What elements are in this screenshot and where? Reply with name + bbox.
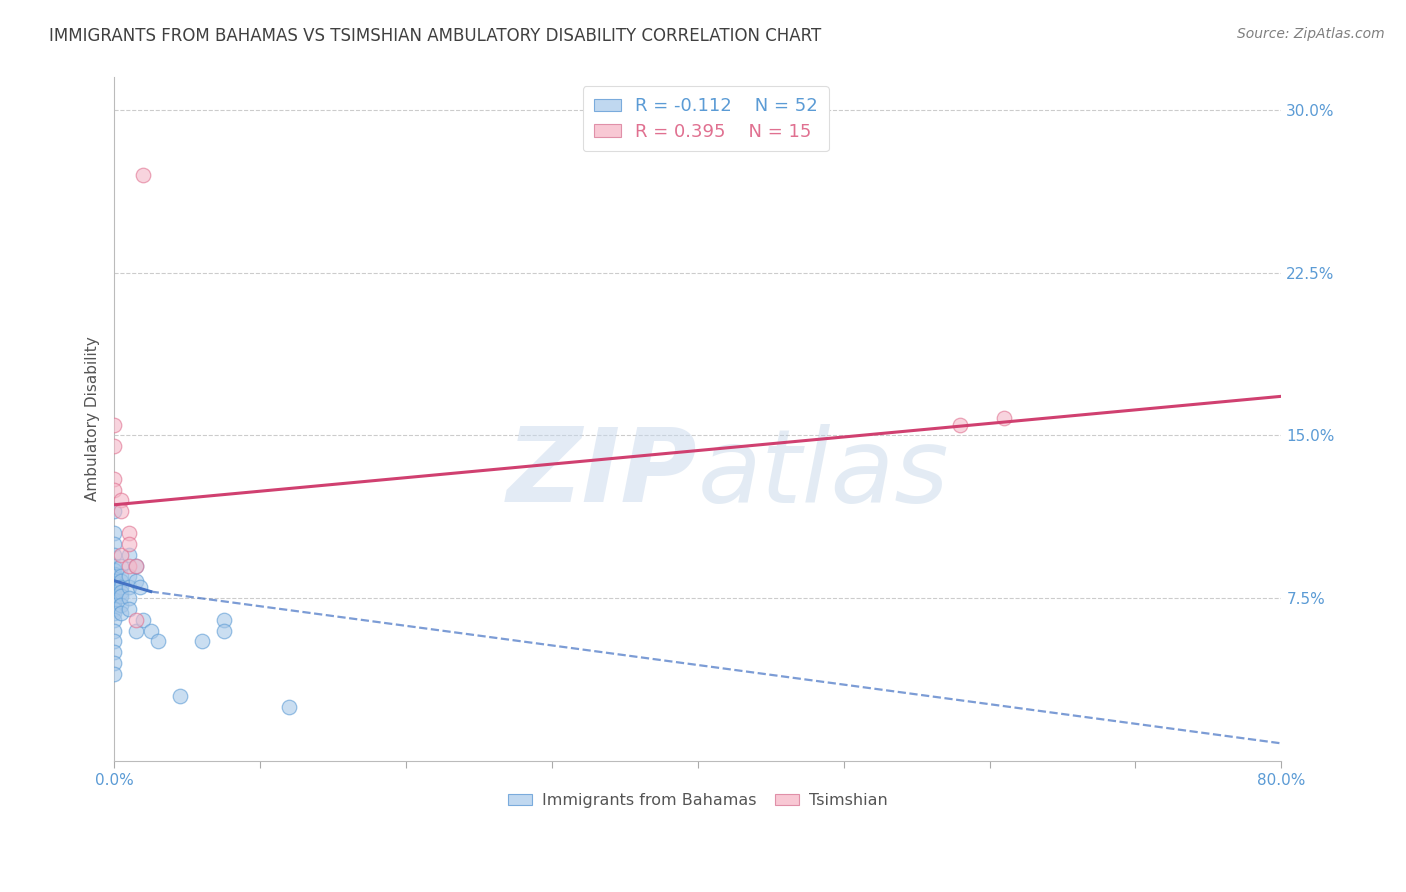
- Point: [103, 472, 125, 486]
- Point: [110, 504, 132, 518]
- Point: [110, 598, 132, 612]
- Point: [993, 411, 1015, 425]
- Point: [125, 574, 148, 588]
- Point: [103, 656, 125, 670]
- Text: atlas: atlas: [697, 424, 949, 524]
- Point: [103, 567, 125, 582]
- Point: [103, 417, 125, 432]
- Point: [103, 548, 125, 562]
- Point: [190, 634, 212, 648]
- Point: [103, 525, 125, 540]
- Point: [103, 667, 125, 681]
- Text: Source: ZipAtlas.com: Source: ZipAtlas.com: [1237, 27, 1385, 41]
- Point: [146, 634, 169, 648]
- Point: [103, 589, 125, 603]
- Point: [103, 602, 125, 616]
- Point: [110, 548, 132, 562]
- Point: [118, 602, 141, 616]
- Point: [118, 569, 141, 583]
- Point: [103, 574, 125, 588]
- Legend: Immigrants from Bahamas, Tsimshian: Immigrants from Bahamas, Tsimshian: [502, 787, 894, 814]
- Point: [118, 591, 141, 605]
- Y-axis label: Ambulatory Disability: Ambulatory Disability: [86, 336, 100, 501]
- Point: [118, 580, 141, 594]
- Point: [103, 504, 125, 518]
- Point: [103, 558, 125, 573]
- Point: [278, 699, 301, 714]
- Point: [103, 634, 125, 648]
- Point: [103, 613, 125, 627]
- Point: [103, 582, 125, 597]
- Point: [103, 439, 125, 453]
- Point: [103, 575, 125, 590]
- Point: [125, 624, 148, 638]
- Point: [103, 606, 125, 620]
- Point: [103, 569, 125, 583]
- Point: [103, 537, 125, 551]
- Point: [103, 563, 125, 577]
- Point: [110, 606, 132, 620]
- Point: [169, 689, 191, 703]
- Point: [103, 578, 125, 592]
- Point: [103, 645, 125, 659]
- Point: [103, 483, 125, 497]
- Point: [118, 558, 141, 573]
- Point: [103, 624, 125, 638]
- Point: [132, 168, 155, 182]
- Point: [212, 613, 235, 627]
- Point: [125, 613, 148, 627]
- Point: [118, 525, 141, 540]
- Text: ZIP: ZIP: [508, 423, 697, 524]
- Point: [129, 580, 152, 594]
- Point: [125, 558, 148, 573]
- Point: [118, 548, 141, 562]
- Point: [103, 598, 125, 612]
- Point: [110, 589, 132, 603]
- Point: [103, 587, 125, 601]
- Point: [103, 593, 125, 607]
- Point: [110, 584, 132, 599]
- Point: [212, 624, 235, 638]
- Point: [118, 537, 141, 551]
- Point: [125, 558, 148, 573]
- Point: [110, 558, 132, 573]
- Point: [103, 595, 125, 609]
- Point: [110, 580, 132, 594]
- Point: [110, 569, 132, 583]
- Point: [103, 584, 125, 599]
- Point: [949, 417, 972, 432]
- Point: [110, 493, 132, 508]
- Point: [139, 624, 162, 638]
- Point: [103, 580, 125, 594]
- Point: [110, 574, 132, 588]
- Text: IMMIGRANTS FROM BAHAMAS VS TSIMSHIAN AMBULATORY DISABILITY CORRELATION CHART: IMMIGRANTS FROM BAHAMAS VS TSIMSHIAN AMB…: [49, 27, 821, 45]
- Point: [132, 613, 155, 627]
